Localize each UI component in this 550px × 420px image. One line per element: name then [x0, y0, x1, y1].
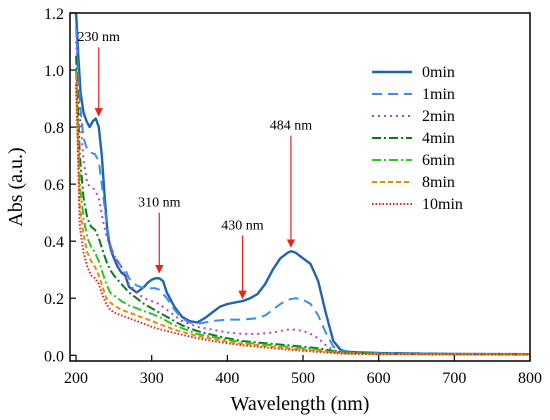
series-line-2min	[75, 41, 530, 356]
legend-label: 4min	[422, 130, 455, 147]
x-tick-label: 200	[64, 370, 88, 387]
x-tick-label: 400	[215, 370, 239, 387]
series-line-4min	[75, 55, 530, 356]
annotation-label: 310 nm	[138, 196, 181, 211]
legend-label: 6min	[422, 152, 455, 169]
x-tick-label: 300	[140, 370, 164, 387]
y-tick-label: 1.0	[44, 63, 64, 80]
annotation-label: 484 nm	[270, 119, 313, 134]
legend-label: 1min	[422, 86, 455, 103]
y-tick-label: 0.6	[44, 177, 64, 194]
y-tick-label: 0.2	[44, 291, 64, 308]
plot-series-group	[74, 13, 530, 356]
series-line-0min	[74, 13, 530, 356]
y-tick-label: 0.0	[44, 348, 64, 365]
legend-label: 0min	[422, 64, 455, 81]
plot-frame	[69, 12, 531, 362]
y-tick-label: 0.8	[44, 120, 64, 137]
series-line-8min	[75, 75, 530, 356]
peak-annotations: 230 nm 310 nm 430 nm 484 nm	[78, 30, 313, 300]
axis-ticks: 200 300 400 500 600 700 800 0.0 0.2 0.4 0.6 0.8 1.0 1…	[44, 6, 542, 387]
x-tick-label: 700	[442, 370, 466, 387]
x-tick-label: 500	[291, 370, 315, 387]
legend-label: 2min	[422, 108, 455, 125]
legend-label: 10min	[422, 196, 463, 213]
annotation-label: 430 nm	[221, 218, 264, 233]
legend: 0min 1min 2min 4min 6min 8min 10min	[372, 64, 463, 213]
series-line-1min	[75, 27, 530, 356]
x-axis-label: Wavelength (nm)	[231, 393, 370, 415]
series-line-6min	[75, 69, 530, 356]
y-tick-label: 0.4	[44, 234, 64, 251]
legend-label: 8min	[422, 174, 455, 191]
y-tick-label: 1.2	[44, 6, 64, 23]
x-tick-label: 600	[367, 370, 391, 387]
x-tick-label: 800	[518, 370, 542, 387]
annotation-label: 230 nm	[78, 30, 121, 45]
y-axis-label: Abs (a.u.)	[5, 147, 27, 226]
